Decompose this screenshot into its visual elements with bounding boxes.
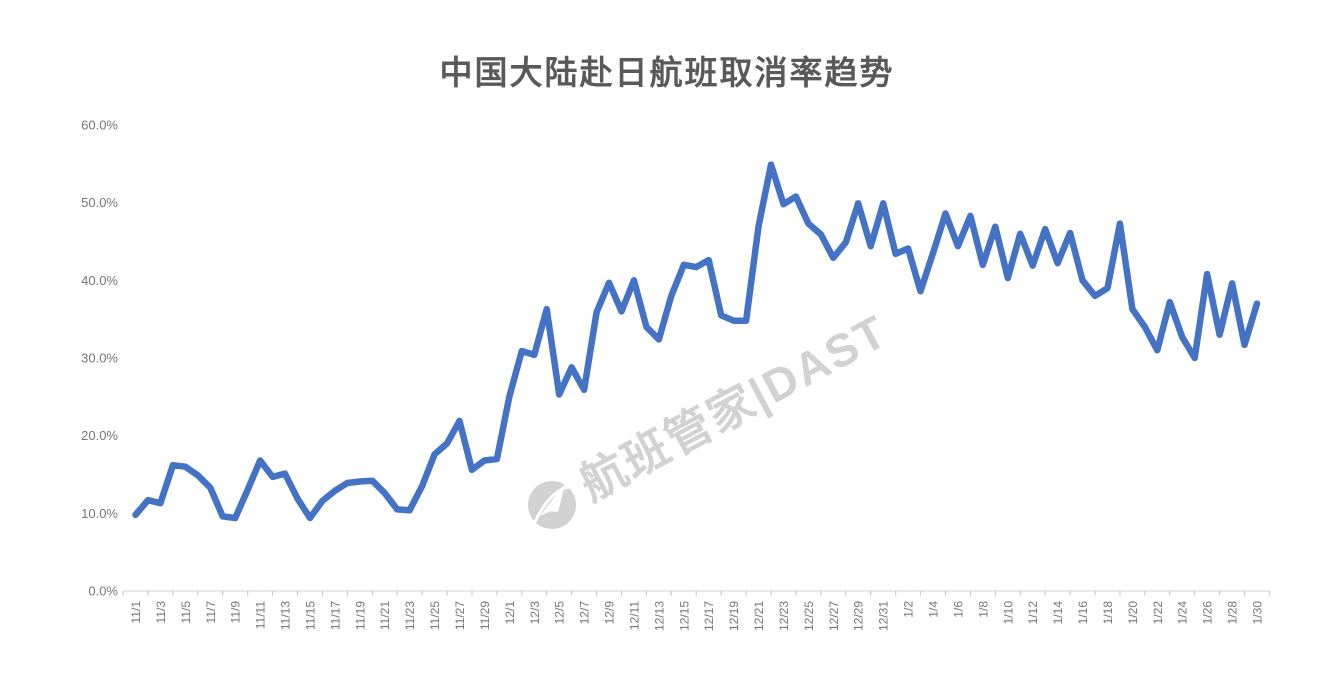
x-axis-label: 1/28: [1226, 601, 1240, 625]
x-axis-label: 1/20: [1126, 601, 1140, 625]
x-axis-label: 11/5: [179, 601, 193, 624]
x-axis-label: 11/9: [229, 601, 243, 624]
x-axis-label: 11/13: [279, 601, 293, 630]
x-axis-label: 12/5: [553, 601, 567, 625]
x-axis-label: 11/25: [428, 601, 442, 630]
x-axis-label: 1/4: [927, 601, 941, 618]
y-axis-labels: 0.0% 10.0% 20.0% 30.0% 40.0% 50.0% 60.0%: [81, 118, 118, 599]
x-axis-label: 12/3: [528, 601, 542, 625]
y-axis-label: 10.0%: [81, 506, 118, 521]
x-axis-label: 1/6: [951, 601, 965, 618]
x-axis-label: 1/22: [1151, 601, 1165, 625]
x-axis-label: 11/23: [403, 601, 417, 630]
x-axis-label: 12/9: [603, 601, 617, 625]
x-axis-label: 11/15: [303, 601, 317, 630]
x-axis-label: 12/13: [652, 601, 666, 631]
x-axis-label: 1/18: [1101, 601, 1115, 625]
x-axis-label: 1/12: [1026, 601, 1040, 625]
y-axis-label: 20.0%: [81, 428, 118, 443]
x-axis-label: 1/16: [1076, 601, 1090, 625]
x-axis-label: 12/15: [677, 601, 691, 631]
y-axis-label: 0.0%: [88, 584, 118, 599]
x-axis-label: 1/10: [1001, 601, 1015, 625]
x-axis-label: 1/14: [1051, 601, 1065, 625]
x-axis-label: 12/27: [827, 601, 841, 631]
x-axis-label: 11/17: [328, 601, 342, 630]
x-axis-label: 11/21: [378, 601, 392, 630]
y-axis-label: 50.0%: [81, 195, 118, 210]
x-axis-label: 12/25: [802, 601, 816, 631]
x-axis-label: 12/17: [702, 601, 716, 631]
x-axis-label: 1/30: [1250, 601, 1264, 625]
flight-manager-globe-plane-logo: [528, 481, 576, 529]
x-axis-label: 11/11: [254, 601, 268, 630]
y-axis-label: 30.0%: [81, 351, 118, 366]
x-axis-label: 12/1: [503, 601, 517, 625]
watermark: 航班管家|DAST: [528, 305, 896, 529]
x-axis-label: 12/23: [777, 601, 791, 631]
x-axis-label: 1/26: [1201, 601, 1215, 625]
x-axis-label: 12/7: [578, 601, 592, 625]
x-axis-labels: 11/1 11/3 11/5 11/7 11/9 11/11 11/13 11/15 11/17…: [129, 601, 1264, 631]
x-axis-label: 11/7: [204, 601, 218, 624]
x-axis-ticks: [122, 591, 1271, 596]
x-axis-label: 1/2: [902, 601, 916, 618]
x-axis-label: 1/8: [976, 601, 990, 618]
x-axis-label: 12/29: [852, 601, 866, 631]
x-axis-label: 12/19: [727, 601, 741, 631]
x-axis-label: 12/11: [627, 601, 641, 630]
x-axis-label: 11/19: [353, 601, 367, 630]
x-axis-label: 11/27: [453, 601, 467, 630]
x-axis-label: 11/29: [478, 601, 492, 630]
x-axis-label: 12/21: [752, 601, 766, 631]
x-axis-label: 11/3: [154, 601, 168, 624]
x-axis-label: 11/1: [129, 601, 143, 624]
x-axis-label: 1/24: [1176, 601, 1190, 625]
cancellation-rate-line: [132, 161, 1261, 522]
y-axis-label: 40.0%: [81, 273, 118, 288]
chart-title: 中国大陆赴日航班取消率趋势: [439, 54, 895, 91]
y-axis-label: 60.0%: [81, 118, 118, 133]
watermark-text: 航班管家|DAST: [571, 305, 896, 511]
x-axis-label: 12/31: [877, 601, 891, 631]
